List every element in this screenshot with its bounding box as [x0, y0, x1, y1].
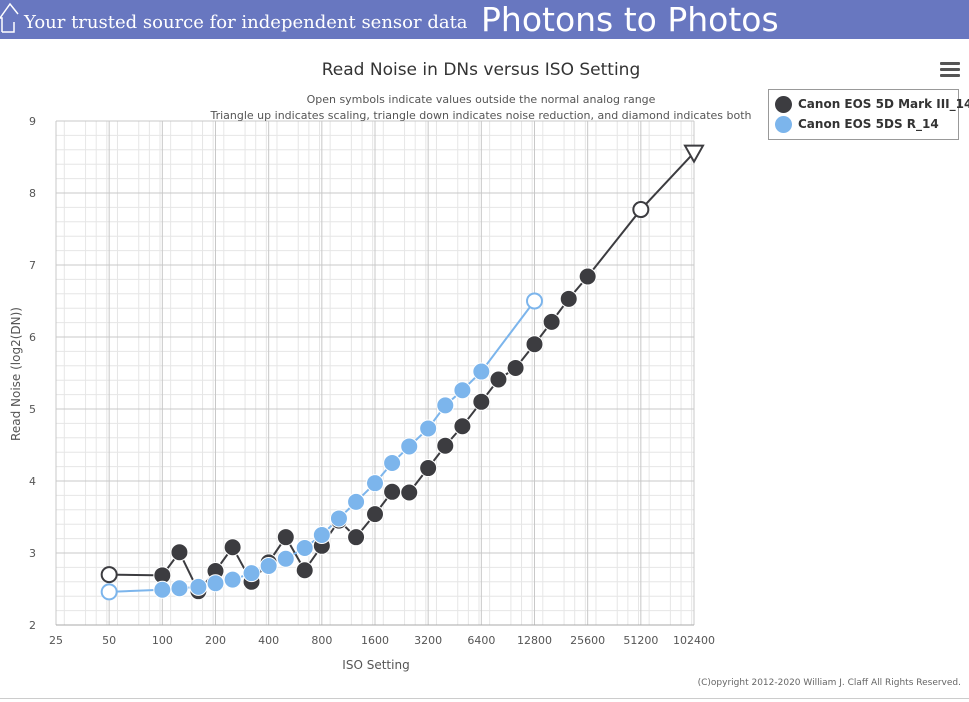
data-point — [400, 437, 419, 456]
legend-item-5ds-r[interactable]: Canon EOS 5DS R_14 — [775, 114, 939, 134]
x-axis-title: ISO Setting — [342, 658, 409, 672]
data-point — [472, 362, 491, 381]
legend-marker-light — [775, 115, 792, 133]
x-tick-label: 25600 — [570, 634, 605, 647]
x-tick-label: 25 — [49, 634, 63, 647]
data-point — [453, 381, 472, 400]
data-point — [400, 483, 419, 502]
chart-axes: 25 50 100 200 400 800 1600 3200 6400 12800 25600 51… — [29, 115, 715, 647]
data-point — [472, 392, 491, 411]
chart-gridlines — [55, 120, 695, 626]
chart-subtitle-line-1: Open symbols indicate values outside the… — [307, 93, 656, 106]
hamburger-menu-icon — [940, 62, 960, 65]
site-tagline: Your trusted source for independent sens… — [24, 12, 468, 33]
data-point — [366, 505, 384, 524]
y-tick-label: 3 — [29, 547, 36, 560]
data-point — [170, 543, 189, 562]
chart-subtitle-line-2: Triangle up indicates scaling, triangle … — [209, 109, 751, 122]
data-point — [276, 528, 295, 547]
legend-label: Canon EOS 5D Mark III_14 — [798, 97, 969, 111]
data-point — [525, 335, 544, 354]
data-point — [436, 396, 455, 415]
data-point — [419, 419, 438, 438]
chart-series — [100, 144, 705, 601]
legend-label: Canon EOS 5DS R_14 — [798, 117, 939, 131]
data-point-open — [632, 201, 650, 219]
x-tick-label: 400 — [258, 634, 279, 647]
data-point — [189, 577, 208, 596]
data-point — [295, 538, 314, 557]
data-point — [347, 492, 366, 511]
x-tick-label: 6400 — [467, 634, 495, 647]
data-point — [259, 556, 278, 575]
data-point — [223, 538, 242, 557]
data-point — [312, 526, 331, 544]
data-point — [453, 417, 472, 436]
y-tick-label: 5 — [29, 403, 36, 416]
legend-item-5d-mark-iii[interactable]: Canon EOS 5D Mark III_14 — [775, 94, 969, 114]
data-point — [206, 574, 225, 593]
data-point — [223, 570, 242, 589]
x-tick-label: 12800 — [517, 634, 552, 647]
data-point — [329, 509, 348, 528]
data-point — [419, 459, 438, 478]
data-point — [153, 580, 172, 599]
chart-title: Read Noise in DNs versus ISO Setting — [322, 60, 641, 80]
y-tick-label: 7 — [29, 259, 36, 272]
data-point-open — [526, 292, 543, 310]
site-banner: Your trusted source for independent sens… — [0, 0, 969, 39]
data-point — [295, 561, 314, 580]
legend-marker-dark — [775, 95, 792, 113]
y-tick-label: 2 — [29, 619, 36, 632]
x-tick-label: 200 — [205, 634, 226, 647]
data-point — [242, 564, 261, 583]
data-point — [383, 482, 402, 501]
data-point-triangle-down — [683, 144, 705, 164]
x-tick-label: 51200 — [623, 634, 658, 647]
chart-legend: Canon EOS 5D Mark III_14 Canon EOS 5DS R… — [768, 89, 969, 140]
x-tick-label: 50 — [102, 634, 116, 647]
home-icon[interactable] — [0, 0, 20, 34]
data-point — [436, 436, 455, 455]
data-point — [489, 370, 508, 389]
data-point — [383, 454, 402, 472]
data-point — [276, 549, 295, 568]
data-point — [366, 474, 384, 493]
y-axis-title: Read Noise (log2(DN)) — [9, 307, 23, 441]
site-title[interactable]: Photons to Photos — [481, 0, 779, 39]
y-tick-label: 4 — [29, 475, 36, 488]
chart: Read Noise in DNs versus ISO Setting Ope… — [9, 60, 752, 672]
data-point — [578, 267, 597, 286]
y-tick-label: 9 — [29, 115, 36, 128]
data-point — [542, 312, 561, 331]
data-point — [347, 528, 366, 547]
data-point — [506, 358, 525, 377]
x-tick-label: 800 — [311, 634, 332, 647]
data-point-open — [100, 566, 118, 584]
footer-divider — [0, 698, 969, 699]
x-tick-label: 3200 — [414, 634, 442, 647]
series-line — [109, 151, 695, 593]
data-point — [559, 289, 578, 308]
x-tick-label: 102400 — [673, 634, 715, 647]
x-tick-label: 100 — [152, 634, 173, 647]
chart-menu-button[interactable] — [940, 62, 960, 78]
data-point — [170, 579, 189, 598]
data-point-open — [100, 583, 118, 601]
copyright-notice: (C)opyright 2012-2020 William J. Claff A… — [697, 678, 961, 688]
x-tick-label: 1600 — [361, 634, 389, 647]
y-tick-label: 6 — [29, 331, 36, 344]
y-tick-label: 8 — [29, 187, 36, 200]
